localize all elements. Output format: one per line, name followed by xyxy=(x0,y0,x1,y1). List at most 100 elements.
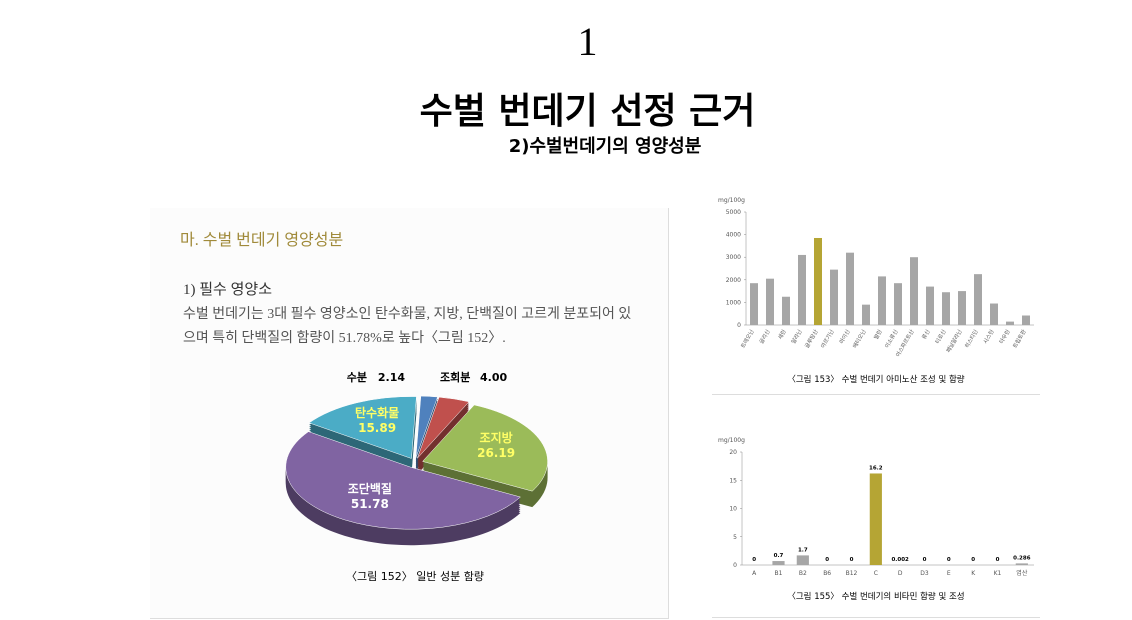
y-tick-label: 1000 xyxy=(726,299,741,306)
value-label: 1.7 xyxy=(798,547,808,553)
value-label: 0.7 xyxy=(774,553,784,559)
x-tick-label: K xyxy=(971,570,976,577)
y-tick-label: 5 xyxy=(733,534,737,541)
x-tick-label: 이소류신 xyxy=(883,328,900,350)
pie-value: 2.14 xyxy=(378,371,405,384)
value-label: 0 xyxy=(850,557,854,563)
pie-label: 조단백질 xyxy=(348,481,392,496)
x-tick-label: 히스티딘 xyxy=(963,328,980,350)
x-tick-label: 트레오닌 xyxy=(739,328,756,350)
slide-subtitle: 2)수벌번데기의 영양성분 xyxy=(508,136,702,157)
value-label: 0.286 xyxy=(1013,555,1031,561)
pie-label: 수분 xyxy=(347,371,367,384)
value-label: 0 xyxy=(752,557,756,563)
x-tick-label: 트립토판 xyxy=(1011,328,1028,350)
pie-slice xyxy=(308,396,417,459)
x-tick-label: 발린 xyxy=(872,328,884,341)
value-label: 0 xyxy=(947,557,951,563)
y-tick-label: 0 xyxy=(733,562,737,569)
bar xyxy=(894,283,902,325)
pie-label: 조회분 xyxy=(440,370,470,384)
caption: 〈그림 153〉 수벌 번데기 아미노산 조성 및 함량 xyxy=(787,374,964,385)
x-tick-label: B1 xyxy=(775,570,783,577)
y-tick-label: 15 xyxy=(729,477,737,484)
pie-label: 탄수화물 xyxy=(355,405,399,420)
vitamin-chart: mg/100g 0 5 10 15 20 0 A 0.7 B1 1.7 B2 0 B6 0 B12 16.2 C 0… xyxy=(712,437,1040,618)
y-tick-label: 5000 xyxy=(726,209,741,216)
x-tick-label: 류신 xyxy=(920,328,932,341)
x-tick-label: B2 xyxy=(799,570,807,577)
bar xyxy=(798,254,806,325)
paragraph: 수벌 번데기는 3대 필수 영양소인 탄수화물, 지방, 단백질이 고르게 분포… xyxy=(183,307,632,346)
x-tick-label: 글리신 xyxy=(757,328,772,345)
subsection-heading: 1) 필수 영양소 xyxy=(183,282,272,298)
value-label: 16.2 xyxy=(869,465,883,471)
y-tick-label: 20 xyxy=(729,449,737,456)
slide-title: 수벌 번데기 선정 근거 xyxy=(419,91,756,132)
pie-slice xyxy=(417,396,470,459)
y-tick-label: 0 xyxy=(737,322,741,329)
pie-value: 26.19 xyxy=(477,446,515,460)
bar xyxy=(958,291,966,325)
bar xyxy=(862,304,870,325)
value-label: 0 xyxy=(825,557,829,563)
pie-slice xyxy=(285,431,521,530)
value-label: 0 xyxy=(923,557,927,563)
bar xyxy=(1015,563,1028,565)
bar xyxy=(942,292,950,325)
x-tick-label: D3 xyxy=(920,570,929,577)
bar xyxy=(869,473,882,565)
bar xyxy=(766,278,774,325)
slide-number: 1 xyxy=(577,19,598,64)
amino-chart: mg/100g 0 1000 2000 3000 4000 5000 트레오닌 글리신 세린 알라닌… xyxy=(712,197,1040,395)
x-tick-label: B12 xyxy=(846,570,858,577)
bar xyxy=(814,237,822,325)
y-tick-label: 3000 xyxy=(726,254,741,261)
bar xyxy=(926,286,934,325)
y-tick-label: 2000 xyxy=(726,277,741,284)
value-label: 0.002 xyxy=(891,557,909,563)
x-tick-label: 라이신 xyxy=(837,328,852,345)
x-tick-label: A xyxy=(752,570,757,577)
x-tick-label: 세린 xyxy=(776,328,788,341)
bar xyxy=(1006,321,1014,325)
pie-value: 15.89 xyxy=(358,421,396,435)
x-tick-label: 글루탐산 xyxy=(803,328,820,350)
x-tick-label: 엽산 xyxy=(1016,569,1028,577)
pie-value: 51.78 xyxy=(351,497,389,511)
x-tick-label: 타우린 xyxy=(997,328,1012,345)
value-label: 0 xyxy=(996,557,1000,563)
x-tick-label: 알라닌 xyxy=(789,328,804,345)
bar xyxy=(772,561,785,565)
section-heading: 마. 수벌 번데기 영양성분 xyxy=(180,232,344,249)
y-tick-label: 10 xyxy=(729,506,737,513)
pie-value: 4.00 xyxy=(480,371,507,384)
y-axis-label: mg/100g xyxy=(718,197,745,204)
bar xyxy=(830,269,838,325)
x-tick-label: C xyxy=(874,570,878,577)
bar xyxy=(990,303,998,325)
x-tick-label: 메티오닌 xyxy=(851,328,868,350)
document-panel: 마. 수벌 번데기 영양성분 1) 필수 영양소 수벌 번데기는 3대 필수 영… xyxy=(150,208,669,619)
bar xyxy=(974,274,982,325)
value-label: 0 xyxy=(971,557,975,563)
caption: 〈그림 152〉 일반 성분 함량 xyxy=(346,569,484,583)
bar xyxy=(878,276,886,325)
pie-slice xyxy=(422,404,548,492)
x-tick-label: 아르기닌 xyxy=(819,328,836,350)
bar xyxy=(1022,315,1030,325)
bar xyxy=(910,257,918,325)
x-tick-label: B6 xyxy=(823,570,831,577)
x-tick-label: E xyxy=(947,570,951,577)
x-tick-label: 시스틴 xyxy=(982,329,996,346)
y-axis-label: mg/100g xyxy=(718,437,745,444)
y-tick-label: 4000 xyxy=(726,232,741,239)
bar xyxy=(782,296,790,325)
x-tick-label: 티로신 xyxy=(933,328,948,345)
pie-slice xyxy=(415,395,438,459)
bar xyxy=(750,283,758,325)
caption: 〈그림 155〉 수벌 번데기의 비타민 함량 및 조성 xyxy=(787,591,964,602)
bar xyxy=(846,252,854,325)
